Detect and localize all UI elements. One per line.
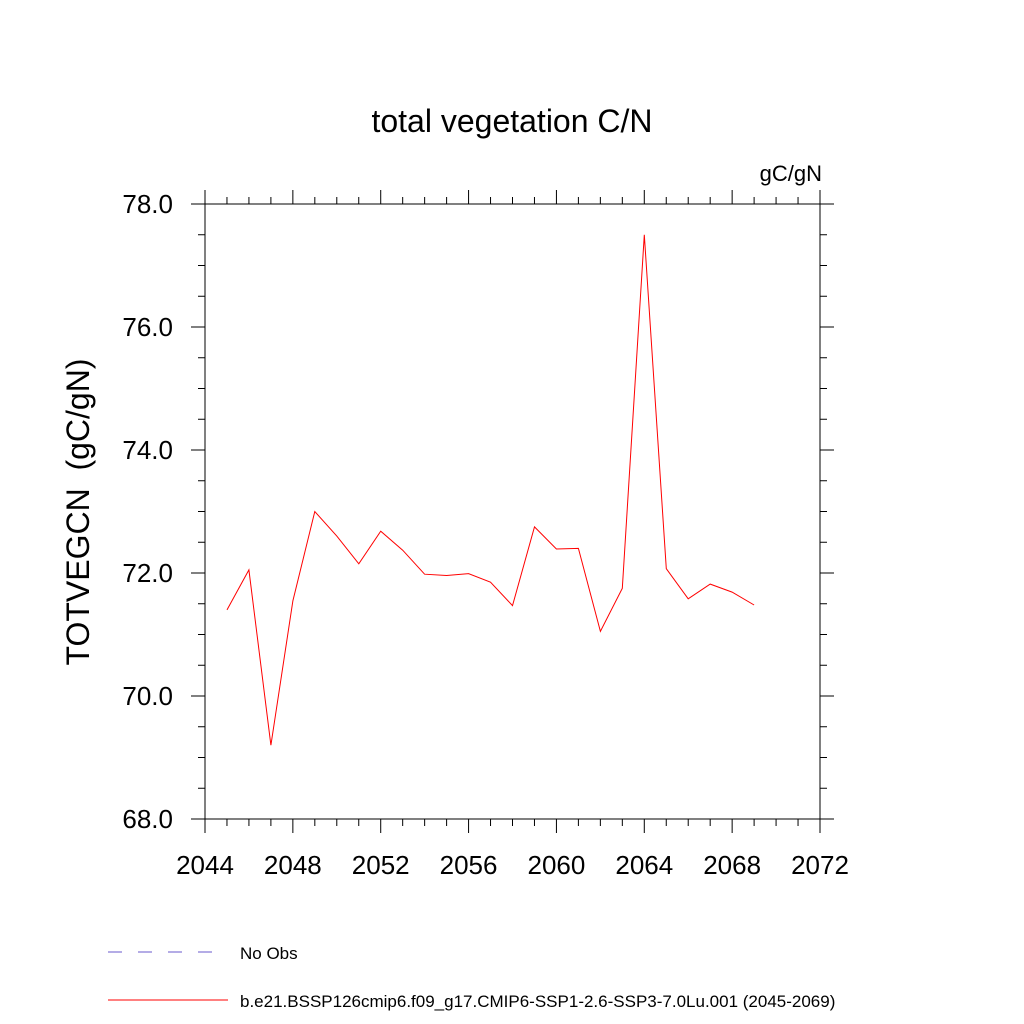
y-tick-label: 78.0 <box>122 189 173 219</box>
x-tick-label: 2056 <box>440 850 498 880</box>
x-tick-label: 2044 <box>176 850 234 880</box>
x-tick-label: 2048 <box>264 850 322 880</box>
x-tick-label: 2060 <box>528 850 586 880</box>
y-tick-label: 76.0 <box>122 312 173 342</box>
y-axis-label: TOTVEGCN (gC/gN) <box>60 359 96 666</box>
x-tick-label: 2072 <box>791 850 849 880</box>
chart-title: total vegetation C/N <box>371 103 652 139</box>
legend-label-0: No Obs <box>240 944 298 963</box>
legend: No Obs b.e21.BSSP126cmip6.f09_g17.CMIP6-S… <box>108 944 835 1011</box>
x-tick-label: 2064 <box>615 850 673 880</box>
y-tick-label: 72.0 <box>122 558 173 588</box>
y-tick-label: 68.0 <box>122 804 173 834</box>
y-tick-label: 70.0 <box>122 681 173 711</box>
plot-frame <box>204 203 821 820</box>
axis-ticks: 2044 2048 2052 2056 2060 2064 2068 2072 68.0 70.0… <box>122 189 849 880</box>
y-tick-label: 74.0 <box>122 435 173 465</box>
x-tick-label: 2052 <box>352 850 410 880</box>
legend-label-1: b.e21.BSSP126cmip6.f09_g17.CMIP6-SSP1-2.… <box>240 992 835 1011</box>
x-tick-label: 2068 <box>703 850 761 880</box>
series-line-1 <box>226 234 755 746</box>
units-label: gC/gN <box>760 161 822 186</box>
series-lines <box>226 234 755 746</box>
